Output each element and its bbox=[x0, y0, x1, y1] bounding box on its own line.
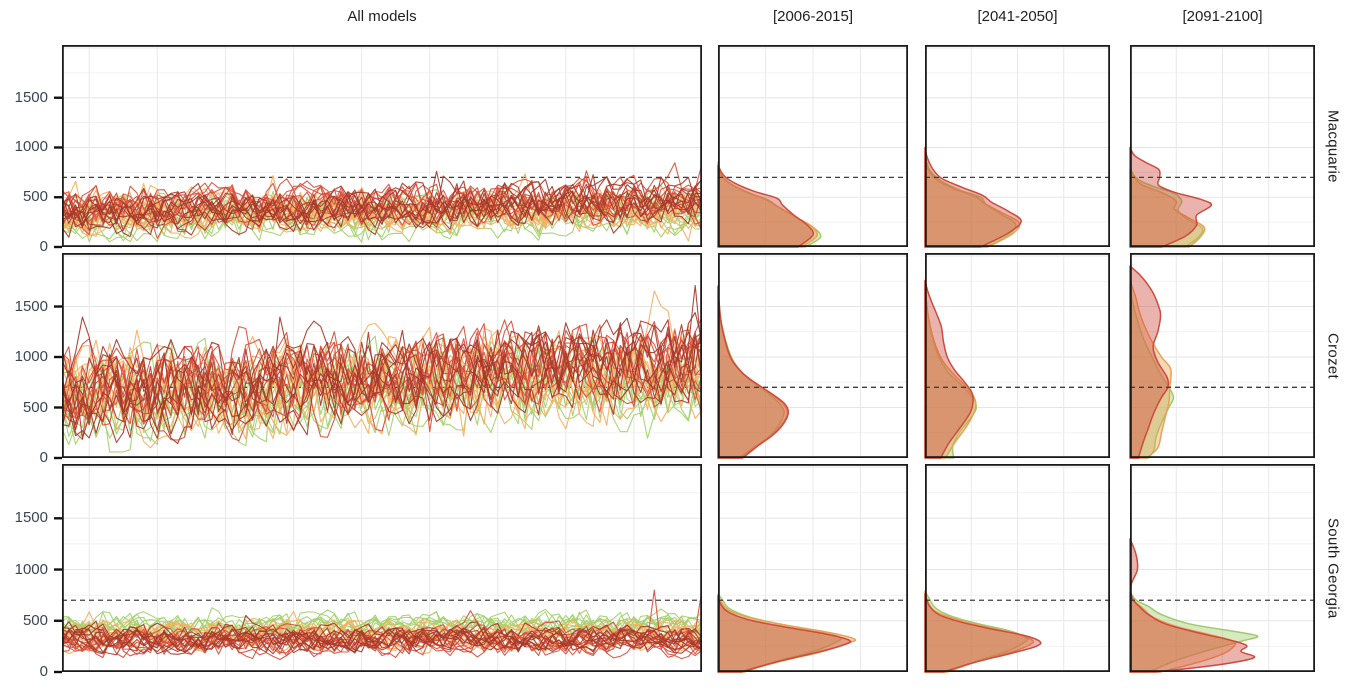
row-label-crozet: Crozet bbox=[1324, 332, 1342, 379]
column-title-2006-2015: [2006-2015] bbox=[772, 8, 854, 25]
y-tick-label: 1500 bbox=[14, 509, 48, 527]
y-tick-label: 1500 bbox=[14, 297, 48, 315]
panel-density-2-2 bbox=[1129, 463, 1316, 673]
panel-all-models-2 bbox=[62, 463, 703, 672]
y-tick-label: 0 bbox=[39, 663, 48, 680]
panel-all-models-1 bbox=[62, 252, 703, 458]
y-tick-label: 1000 bbox=[14, 560, 48, 578]
panel-density-1-1 bbox=[924, 252, 1111, 459]
y-tick-label: 1000 bbox=[14, 348, 48, 365]
panel-density-1-0 bbox=[717, 252, 909, 459]
y-tick-label: 500 bbox=[22, 611, 48, 629]
column-title-2041-2050: [2041-2050] bbox=[977, 8, 1058, 25]
panel-density-0-0 bbox=[717, 45, 909, 248]
panel-density-0-2 bbox=[1129, 45, 1316, 248]
panel-density-0-1 bbox=[924, 45, 1111, 248]
panel-density-1-2 bbox=[1129, 252, 1316, 459]
column-title-2091-2100: [2091-2100] bbox=[1182, 8, 1263, 25]
column-title-all-models: All models bbox=[347, 8, 417, 25]
y-tick-label: 1000 bbox=[14, 138, 48, 156]
panel-density-2-1 bbox=[924, 463, 1111, 673]
y-tick-label: 0 bbox=[39, 449, 48, 466]
panel-all-models-0 bbox=[62, 45, 703, 247]
row-label-macquarie: Macquarie bbox=[1324, 109, 1342, 183]
row-label-south-georgia: South Georgia bbox=[1324, 517, 1342, 619]
panel-density-2-0 bbox=[717, 463, 909, 673]
y-tick-label: 500 bbox=[22, 398, 48, 416]
y-tick-label: 0 bbox=[39, 238, 48, 255]
y-tick-label: 500 bbox=[22, 188, 48, 206]
y-tick-label: 1500 bbox=[14, 88, 48, 106]
